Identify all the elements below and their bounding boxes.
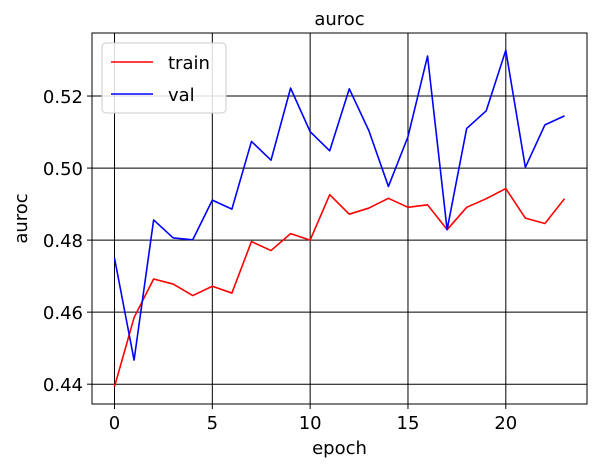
series-layer: [113, 49, 566, 387]
plot-frame: [91, 32, 588, 405]
x-tick-label: 10: [299, 413, 322, 434]
y-tick-label: 0.50: [43, 159, 83, 180]
series-line-train: [113, 187, 566, 387]
y-tick-label: 0.48: [43, 231, 83, 252]
y-tick-label: 0.52: [43, 87, 83, 108]
x-tick-label: 0: [109, 413, 120, 434]
chart-title: auroc: [314, 9, 364, 30]
x-tick-label: 15: [397, 413, 420, 434]
legend-box: [101, 42, 227, 114]
x-tick-label: 20: [494, 413, 517, 434]
x-axis-label: epoch: [312, 438, 367, 459]
legend-label-val: val: [168, 85, 195, 106]
y-axis-label: auroc: [11, 193, 32, 243]
x-tick-label: 5: [207, 413, 218, 434]
series-line-val: [113, 49, 565, 361]
legend-label-train: train: [168, 53, 210, 74]
y-tick-label: 0.44: [43, 375, 83, 396]
y-tick-label: 0.46: [43, 303, 83, 324]
tick-layer: 0 5 10 15 20 0.44 0.46 0.48 0.50 0.52: [43, 87, 517, 434]
legend: train val: [101, 42, 227, 114]
